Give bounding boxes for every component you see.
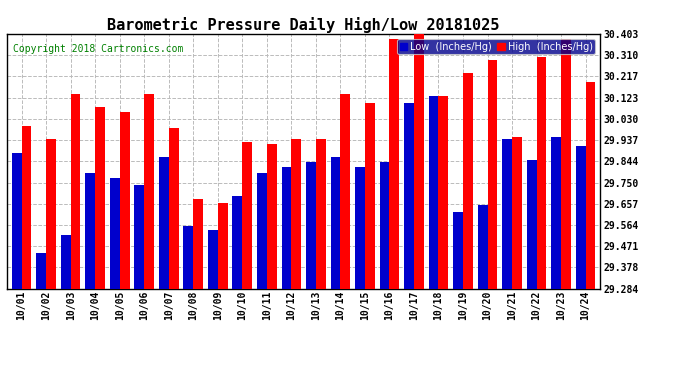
Bar [453, 212, 463, 289]
Bar [306, 162, 316, 289]
Bar [355, 166, 365, 289]
Bar [61, 235, 70, 289]
Bar [551, 137, 561, 289]
Bar [512, 137, 522, 289]
Bar [526, 160, 537, 289]
Title: Barometric Pressure Daily High/Low 20181025: Barometric Pressure Daily High/Low 20181… [108, 16, 500, 33]
Bar [477, 206, 488, 289]
Bar [119, 112, 130, 289]
Bar [21, 126, 32, 289]
Legend: Low  (Inches/Hg), High  (Inches/Hg): Low (Inches/Hg), High (Inches/Hg) [397, 39, 595, 54]
Bar [110, 178, 119, 289]
Bar [86, 174, 95, 289]
Bar [380, 162, 389, 289]
Bar [428, 96, 438, 289]
Bar [331, 158, 340, 289]
Bar [575, 146, 586, 289]
Bar [135, 185, 144, 289]
Bar [488, 60, 497, 289]
Bar [502, 139, 512, 289]
Bar [340, 94, 351, 289]
Bar [169, 128, 179, 289]
Bar [95, 107, 105, 289]
Bar [159, 158, 169, 289]
Bar [208, 230, 218, 289]
Bar [389, 39, 400, 289]
Text: Copyright 2018 Cartronics.com: Copyright 2018 Cartronics.com [13, 44, 184, 54]
Bar [365, 103, 375, 289]
Bar [184, 226, 193, 289]
Bar [218, 203, 228, 289]
Bar [267, 144, 277, 289]
Bar [561, 39, 571, 289]
Bar [438, 96, 449, 289]
Bar [537, 57, 546, 289]
Bar [242, 141, 252, 289]
Bar [37, 253, 46, 289]
Bar [12, 153, 21, 289]
Bar [463, 73, 473, 289]
Bar [70, 94, 81, 289]
Bar [233, 196, 242, 289]
Bar [404, 103, 414, 289]
Bar [193, 198, 203, 289]
Bar [46, 139, 56, 289]
Bar [586, 82, 595, 289]
Bar [414, 34, 424, 289]
Bar [291, 139, 301, 289]
Bar [257, 174, 267, 289]
Bar [144, 94, 154, 289]
Bar [316, 139, 326, 289]
Bar [282, 166, 291, 289]
